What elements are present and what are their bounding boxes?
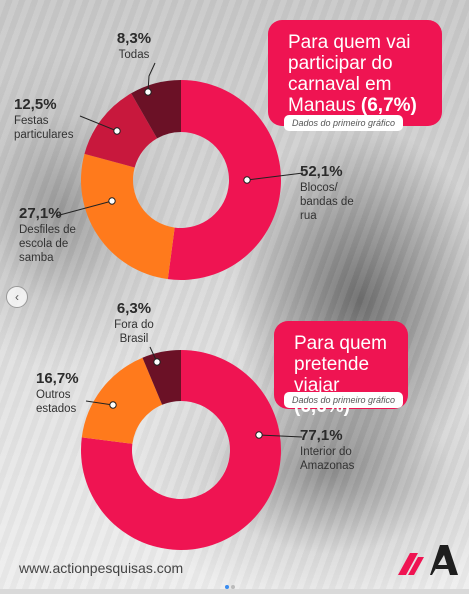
source-note-2: Dados do primeiro gráfico — [284, 392, 404, 408]
label-festas-pct: 12,5% — [14, 96, 57, 113]
slice-fora — [142, 350, 181, 405]
label-todas-text: Todas — [118, 49, 150, 61]
callout-viagem-text: Para quem pretende viajar — [294, 333, 387, 396]
label-interior-text: Interior do Amazonas — [300, 446, 355, 472]
action-logo-icon — [398, 545, 458, 575]
label-blocos-pct: 52,1% — [300, 163, 343, 180]
label-todas-pct: 8,3% — [116, 30, 152, 47]
leader-line-todas — [147, 62, 156, 93]
label-outros-pct: 16,7% — [36, 370, 79, 387]
leader-dot-desfiles — [108, 197, 116, 205]
leader-line-desfiles — [55, 200, 113, 217]
leader-dot-todas — [144, 88, 152, 96]
label-todas: 8,3% Todas — [104, 30, 164, 62]
label-interior: 77,1% Interior do Amazonas — [300, 427, 370, 473]
label-desfiles: 27,1% Desfiles de escola de samba — [19, 205, 87, 265]
label-interior-pct: 77,1% — [300, 427, 343, 444]
leader-line-outros — [85, 400, 114, 406]
slice-interior — [80, 350, 281, 551]
carousel-dot-active[interactable] — [225, 585, 229, 589]
source-note-1: Dados do primeiro gráfico — [284, 115, 404, 131]
footer-url[interactable]: www.actionpesquisas.com — [19, 560, 184, 576]
leader-line-interior — [258, 434, 303, 438]
carousel-dots — [224, 576, 236, 594]
leader-lines — [55, 62, 304, 439]
donut-chart-viagem — [80, 350, 281, 551]
leader-dot-interior — [255, 431, 263, 439]
callout-carnaval-highlight: (6,7%) — [360, 95, 417, 116]
leader-dot-blocos — [243, 176, 251, 184]
leader-dot-outros — [109, 401, 117, 409]
label-outros-text: Outros estados — [36, 389, 77, 415]
slice-desfiles — [81, 153, 175, 280]
label-fora-text: Fora do Brasil — [114, 319, 154, 345]
chevron-left-icon[interactable]: ‹ — [6, 286, 28, 308]
label-festas-text: Festas particulares — [14, 115, 74, 141]
label-desfiles-pct: 27,1% — [19, 205, 62, 222]
leader-dot-fora — [153, 358, 161, 366]
slice-todas — [131, 80, 181, 139]
carousel-dot[interactable] — [231, 585, 235, 589]
leader-line-festas — [79, 115, 118, 132]
donut-chart-carnaval — [81, 80, 281, 280]
label-desfiles-text: Desfiles de escola de samba — [19, 224, 76, 264]
label-blocos-text: Blocos/ bandas de rua — [300, 182, 354, 222]
slice-outros — [81, 357, 163, 444]
label-fora: 6,3% Fora do Brasil — [104, 300, 164, 346]
leader-dot-festas — [113, 127, 121, 135]
label-festas: 12,5% Festas particulares — [14, 96, 94, 142]
callout-carnaval-text: Para quem vai participar do carnaval em … — [288, 32, 411, 116]
slice-festas — [84, 93, 158, 168]
label-blocos: 52,1% Blocos/ bandas de rua — [300, 163, 360, 223]
callout-carnaval: Para quem vai participar do carnaval em … — [268, 20, 442, 126]
leader-line-blocos — [246, 172, 304, 181]
label-outros: 16,7% Outros estados — [36, 370, 96, 416]
slice-blocos — [167, 80, 281, 280]
label-fora-pct: 6,3% — [116, 300, 152, 317]
